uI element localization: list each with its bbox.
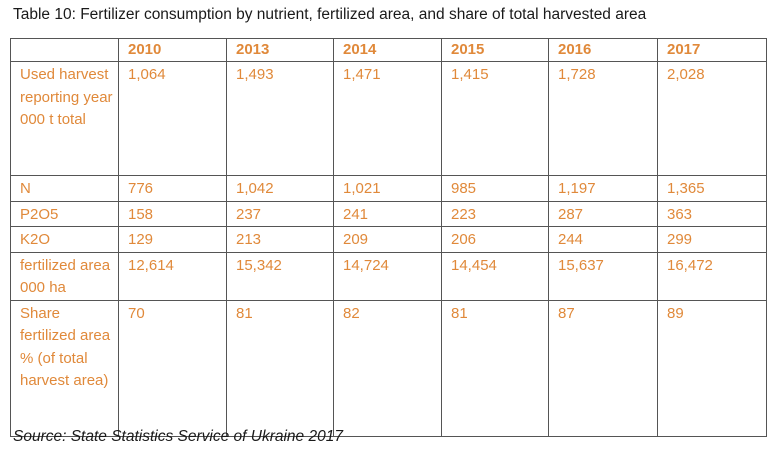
table-cell: 89 <box>657 299 767 437</box>
table-cell: 2,028 <box>657 61 767 176</box>
table-cell: 1,728 <box>548 61 658 176</box>
row-label: Share fertilized area % (of total harves… <box>10 299 119 437</box>
header-cell-2017: 2017 <box>657 38 767 62</box>
table-cell: 82 <box>333 299 442 437</box>
table-cell: 1,493 <box>226 61 334 176</box>
table-cell: 363 <box>657 200 767 227</box>
table-cell: 70 <box>118 299 227 437</box>
header-cell-2015: 2015 <box>441 38 549 62</box>
table-cell: 16,472 <box>657 251 767 301</box>
table-cell: 158 <box>118 200 227 227</box>
table-cell: 213 <box>226 226 334 253</box>
table-cell: 223 <box>441 200 549 227</box>
table-cell: 287 <box>548 200 658 227</box>
table-cell: 1,064 <box>118 61 227 176</box>
table-cell: 206 <box>441 226 549 253</box>
table-row-n: N 776 1,042 1,021 985 1,197 1,365 <box>10 175 767 202</box>
row-label: N <box>10 175 119 202</box>
table-cell: 81 <box>441 299 549 437</box>
row-label: Used harvest reporting year 000 t total <box>10 61 119 176</box>
fertilizer-table: 2010 2013 2014 2015 2016 2017 Used harve… <box>10 38 767 437</box>
table-cell: 87 <box>548 299 658 437</box>
table-cell: 14,454 <box>441 251 549 301</box>
table-cell: 129 <box>118 226 227 253</box>
table-cell: 1,197 <box>548 175 658 202</box>
table-cell: 776 <box>118 175 227 202</box>
table-cell: 1,365 <box>657 175 767 202</box>
table-row-k2o: K2O 129 213 209 206 244 299 <box>10 226 767 253</box>
table-cell: 15,637 <box>548 251 658 301</box>
table-cell: 15,342 <box>226 251 334 301</box>
table-cell: 1,471 <box>333 61 442 176</box>
header-cell-2013: 2013 <box>226 38 334 62</box>
table-cell: 299 <box>657 226 767 253</box>
table-cell: 1,415 <box>441 61 549 176</box>
header-cell-2016: 2016 <box>548 38 658 62</box>
source-note: Source: State Statistics Service of Ukra… <box>13 428 343 445</box>
row-label: K2O <box>10 226 119 253</box>
table-cell: 1,042 <box>226 175 334 202</box>
table-title: Table 10: Fertilizer consumption by nutr… <box>13 6 647 23</box>
table-cell: 985 <box>441 175 549 202</box>
table-cell: 209 <box>333 226 442 253</box>
header-cell-2010: 2010 <box>118 38 227 62</box>
table-row-share-fertilized: Share fertilized area % (of total harves… <box>10 299 767 437</box>
table-cell: 237 <box>226 200 334 227</box>
table-cell: 14,724 <box>333 251 442 301</box>
header-cell-empty <box>10 38 119 62</box>
table-row-p2o5: P2O5 158 237 241 223 287 363 <box>10 200 767 227</box>
table-row-fertilized-area: fertilized area 000 ha 12,614 15,342 14,… <box>10 251 767 301</box>
table-header-row: 2010 2013 2014 2015 2016 2017 <box>10 38 767 62</box>
table-cell: 81 <box>226 299 334 437</box>
table-cell: 241 <box>333 200 442 227</box>
table-row-used-harvest: Used harvest reporting year 000 t total … <box>10 61 767 176</box>
table-cell: 12,614 <box>118 251 227 301</box>
table-cell: 1,021 <box>333 175 442 202</box>
table-cell: 244 <box>548 226 658 253</box>
row-label: P2O5 <box>10 200 119 227</box>
header-cell-2014: 2014 <box>333 38 442 62</box>
row-label: fertilized area 000 ha <box>10 251 119 301</box>
